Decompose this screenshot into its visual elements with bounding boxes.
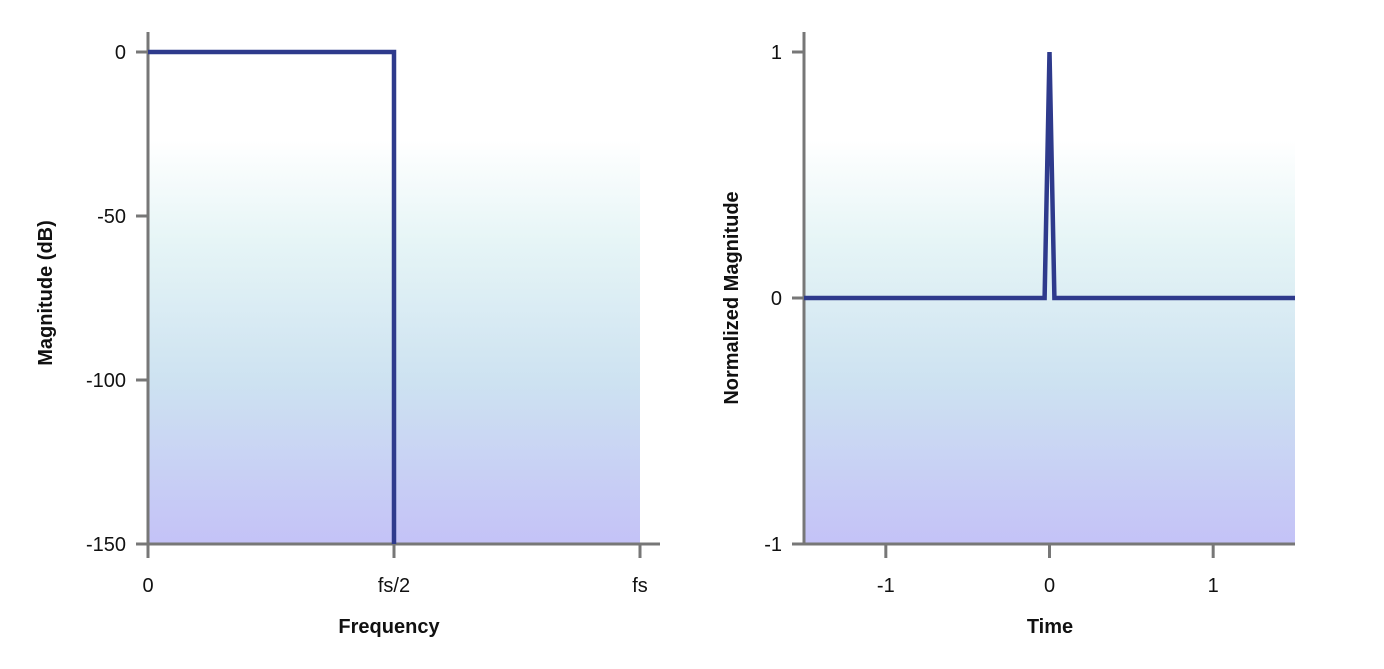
time-x-tick-label: -1	[877, 575, 895, 597]
time-x-axis-title: Time	[1027, 616, 1073, 638]
frequency-x-tick-label: fs/2	[378, 575, 410, 597]
frequency-x-tick-label: 0	[142, 575, 153, 597]
frequency-y-ticks: 0 -50 -100 -150	[86, 42, 148, 556]
time-x-ticks: -1 0 1	[877, 544, 1219, 597]
frequency-y-tick-label: -100	[86, 370, 126, 392]
frequency-x-ticks: 0 fs/2 fs	[142, 544, 648, 597]
time-x-tick-label: 1	[1208, 575, 1219, 597]
time-chart: 1 0 -1 -1 0 1 Time Normalized Magnitude	[721, 32, 1295, 638]
time-y-tick-label: -1	[764, 534, 782, 556]
time-y-ticks: 1 0 -1	[764, 42, 804, 556]
frequency-y-tick-label: -150	[86, 534, 126, 556]
impulse-response-line	[804, 51, 1295, 301]
frequency-y-tick-label: 0	[115, 42, 126, 64]
frequency-x-axis-title: Frequency	[338, 616, 440, 638]
time-y-tick-label: 0	[771, 288, 782, 310]
time-y-tick-label: 1	[771, 42, 782, 64]
time-y-axis-title: Normalized Magnitude	[721, 191, 743, 404]
frequency-y-axis-title: Magnitude (dB)	[35, 220, 57, 366]
frequency-chart: 0 -50 -100 -150 0 fs/2 fs Frequency Magnitude…	[35, 32, 660, 638]
frequency-x-tick-label: fs	[632, 575, 648, 597]
time-x-tick-label: 0	[1044, 575, 1055, 597]
frequency-response-line	[148, 49, 397, 544]
time-plot-background	[804, 140, 1295, 544]
frequency-y-tick-label: -50	[97, 206, 126, 228]
